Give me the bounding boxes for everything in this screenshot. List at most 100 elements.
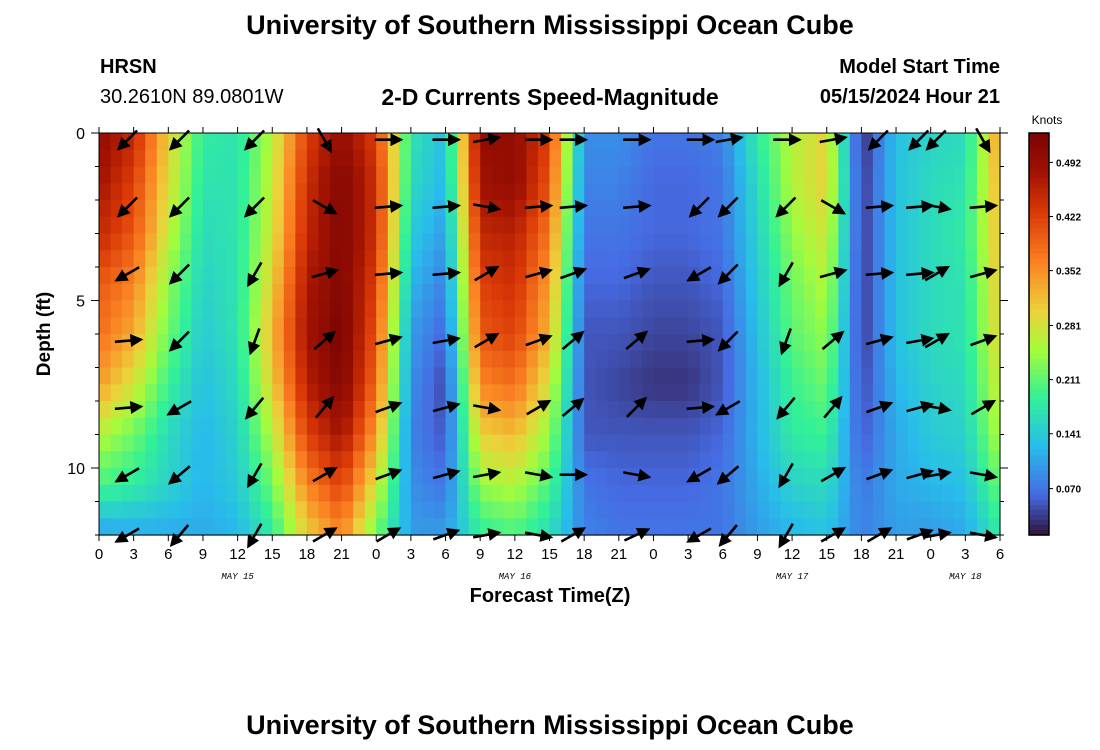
current-arrow bbox=[715, 132, 744, 146]
colorbar-band bbox=[1029, 263, 1049, 270]
heat-cell bbox=[503, 451, 516, 469]
heat-cell bbox=[110, 183, 123, 201]
colorbar-band bbox=[1029, 168, 1049, 174]
heat-cell bbox=[364, 183, 377, 201]
heat-cell bbox=[283, 384, 296, 402]
heat-cell bbox=[283, 401, 296, 419]
heat-cell bbox=[283, 484, 296, 503]
heat-cell bbox=[630, 484, 643, 503]
heat-cell bbox=[676, 166, 689, 184]
heat-cell bbox=[422, 350, 435, 369]
heat-cell bbox=[203, 133, 216, 151]
heat-cell bbox=[399, 434, 412, 452]
heat-cell bbox=[468, 451, 481, 469]
colorbar-band bbox=[1029, 414, 1049, 420]
heat-cell bbox=[133, 250, 146, 268]
current-arrow bbox=[168, 263, 191, 285]
heat-cell bbox=[561, 451, 574, 469]
heat-cell bbox=[260, 216, 273, 235]
heat-cell bbox=[618, 250, 631, 268]
heat-cell bbox=[618, 317, 631, 335]
heat-cell bbox=[907, 518, 920, 536]
heat-cell bbox=[572, 233, 585, 251]
heat-cell bbox=[283, 350, 296, 369]
heat-cell bbox=[849, 133, 862, 151]
heat-cell bbox=[607, 283, 620, 302]
heat-cell bbox=[584, 250, 597, 268]
heat-cell bbox=[318, 300, 331, 318]
heat-cell bbox=[699, 233, 712, 251]
heat-cell bbox=[630, 183, 643, 201]
heat-cell bbox=[214, 384, 227, 402]
heat-cell bbox=[757, 183, 770, 201]
heat-cell bbox=[838, 166, 851, 184]
heat-cell bbox=[491, 300, 504, 318]
heat-cell bbox=[849, 166, 862, 184]
heat-cell bbox=[191, 434, 204, 452]
heat-cell bbox=[434, 451, 447, 469]
heat-cell bbox=[826, 149, 839, 168]
heat-cell bbox=[861, 434, 874, 452]
heat-cell bbox=[745, 317, 759, 335]
heat-cell bbox=[572, 367, 585, 385]
x-tick-label: 6 bbox=[441, 546, 449, 563]
x-tick-label: 0 bbox=[927, 546, 935, 563]
heat-cell bbox=[930, 183, 943, 201]
heat-cell bbox=[722, 183, 735, 201]
heat-cell bbox=[665, 149, 678, 168]
heat-cell bbox=[815, 250, 828, 268]
heat-cell bbox=[953, 149, 966, 168]
heat-cell bbox=[295, 250, 308, 268]
heat-cell bbox=[676, 334, 689, 352]
heat-cell bbox=[884, 384, 897, 402]
heat-cell bbox=[330, 334, 343, 352]
heat-cell bbox=[953, 200, 966, 218]
heat-cell bbox=[330, 250, 343, 268]
heat-cell bbox=[722, 149, 735, 168]
current-arrow bbox=[778, 261, 794, 288]
heat-cell bbox=[237, 334, 250, 352]
heat-cell bbox=[872, 267, 886, 285]
heat-cell bbox=[676, 200, 689, 218]
heat-cell bbox=[376, 367, 389, 385]
current-arrow bbox=[923, 200, 952, 214]
current-arrow bbox=[686, 467, 712, 483]
heat-cell bbox=[734, 233, 747, 251]
heat-cell bbox=[434, 233, 447, 251]
current-arrow bbox=[314, 395, 335, 419]
heat-cell bbox=[457, 200, 470, 218]
heat-cell bbox=[445, 166, 458, 184]
heat-cell bbox=[203, 384, 216, 402]
heat-cell bbox=[942, 300, 955, 318]
heat-cell bbox=[353, 200, 366, 218]
heat-cell bbox=[341, 317, 354, 335]
heat-cell bbox=[826, 417, 839, 436]
heat-cell bbox=[214, 401, 227, 419]
colorbar-band bbox=[1029, 323, 1049, 330]
heat-cell bbox=[872, 367, 886, 385]
heat-cell bbox=[376, 149, 389, 168]
heat-cell bbox=[988, 166, 1001, 184]
heat-cell bbox=[688, 149, 701, 168]
heat-cell bbox=[226, 200, 239, 218]
heat-cell bbox=[769, 317, 782, 335]
heat-cell bbox=[341, 216, 354, 235]
current-arrow bbox=[375, 400, 403, 414]
heat-cell bbox=[353, 317, 366, 335]
heat-cell bbox=[318, 384, 331, 402]
heat-cell bbox=[838, 518, 851, 536]
heat-cell bbox=[514, 401, 527, 419]
heat-cell bbox=[769, 434, 782, 452]
heat-cell bbox=[99, 300, 112, 318]
colorbar-tick-label: 0.281 bbox=[1056, 321, 1081, 332]
heat-cell bbox=[353, 166, 366, 184]
heat-cell bbox=[491, 233, 504, 251]
current-arrow bbox=[906, 467, 935, 481]
heat-cell bbox=[353, 233, 366, 251]
heat-cell bbox=[618, 468, 631, 486]
colorbar-band bbox=[1029, 530, 1049, 536]
heat-cell bbox=[734, 317, 747, 335]
heat-cell bbox=[503, 267, 516, 285]
heat-cell bbox=[341, 166, 354, 184]
heat-cell bbox=[179, 434, 193, 452]
